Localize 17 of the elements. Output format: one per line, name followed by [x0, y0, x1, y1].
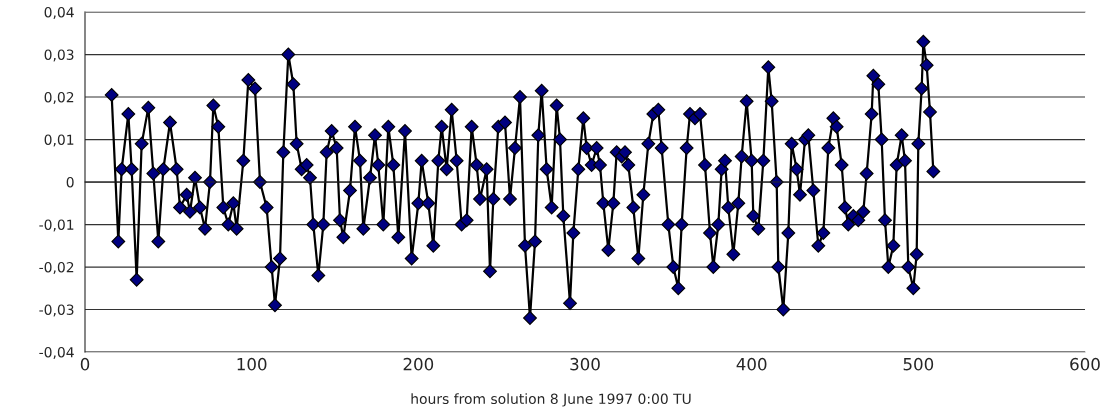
x-axis-title: hours from solution 8 June 1997 0:00 TU: [411, 393, 691, 407]
y-tick-label: -0,04: [39, 346, 74, 359]
y-tick-label: 0: [66, 176, 74, 188]
x-tick-label: 500: [903, 357, 934, 371]
y-tick-label: 0,02: [44, 91, 74, 104]
x-tick-label: 400: [736, 357, 767, 371]
x-tick-label: 100: [237, 357, 267, 371]
y-tick-label: -0,01: [39, 219, 74, 232]
y-tick-label: -0,02: [39, 261, 74, 274]
y-tick-label: -0,03: [39, 304, 74, 317]
x-tick-label: 600: [1070, 357, 1100, 371]
y-tick-label: 0,01: [44, 134, 74, 147]
y-tick-label: 0,03: [44, 49, 74, 62]
x-tick-label: 0: [80, 357, 90, 371]
x-tick-label: 200: [403, 357, 434, 371]
x-tick-label: 300: [570, 357, 600, 371]
y-tick-label: 0,04: [44, 6, 74, 19]
